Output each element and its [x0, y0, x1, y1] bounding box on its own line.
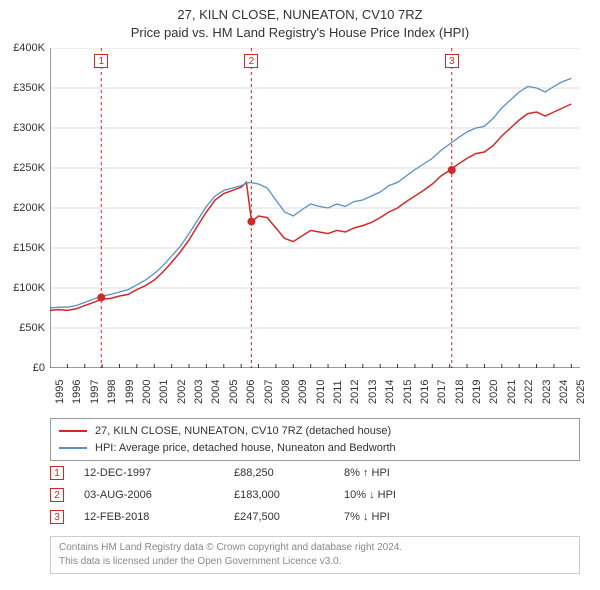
x-tick-label: 2018	[454, 380, 466, 404]
sales-row: 3 12-FEB-2018£247,5007% ↓ HPI	[50, 506, 580, 528]
sales-price: £88,250	[234, 467, 344, 479]
chart-marker-1: 1	[94, 54, 108, 68]
y-tick-label: £350K	[13, 82, 45, 94]
y-tick-label: £100K	[13, 282, 45, 294]
sales-pct: 10% ↓ HPI	[344, 489, 474, 501]
y-tick-label: £300K	[13, 122, 45, 134]
legend-row: 27, KILN CLOSE, NUNEATON, CV10 7RZ (deta…	[59, 423, 571, 440]
x-tick-label: 2011	[332, 380, 344, 404]
x-tick-label: 2016	[419, 380, 431, 404]
x-tick-label: 2009	[297, 380, 309, 404]
x-tick-label: 2015	[402, 380, 414, 404]
titles: 27, KILN CLOSE, NUNEATON, CV10 7RZ Price…	[0, 0, 600, 42]
footer-line-1: Contains HM Land Registry data © Crown c…	[59, 541, 571, 555]
x-tick-label: 2024	[558, 380, 570, 404]
chart-marker-2: 2	[244, 54, 258, 68]
y-tick-label: £200K	[13, 202, 45, 214]
x-tick-label: 2003	[193, 380, 205, 404]
x-tick-label: 2000	[141, 380, 153, 404]
sales-price: £247,500	[234, 511, 344, 523]
x-tick-label: 2022	[523, 380, 535, 404]
x-tick-label: 2008	[280, 380, 292, 404]
x-tick-label: 2020	[488, 380, 500, 404]
chart-svg	[50, 48, 580, 368]
x-axis-labels: 1995 1996 1997 1998 1999 2000 2001 2002 2003 2004…	[50, 370, 580, 410]
sales-date: 12-DEC-1997	[84, 467, 234, 479]
x-tick-label: 2012	[349, 380, 361, 404]
sales-pct: 8% ↑ HPI	[344, 467, 474, 479]
legend-label: 27, KILN CLOSE, NUNEATON, CV10 7RZ (deta…	[95, 423, 391, 440]
legend-swatch	[59, 447, 87, 449]
sales-date: 12-FEB-2018	[84, 511, 234, 523]
x-tick-label: 2013	[367, 380, 379, 404]
sales-date: 03-AUG-2006	[84, 489, 234, 501]
chart-marker-3: 3	[445, 54, 459, 68]
sales-marker: 1	[50, 466, 64, 480]
x-tick-label: 1995	[54, 380, 66, 404]
y-tick-label: £50K	[19, 322, 45, 334]
sales-row: 1 12-DEC-1997£88,2508% ↑ HPI	[50, 462, 580, 484]
x-tick-label: 2005	[228, 380, 240, 404]
sales-marker: 2	[50, 488, 64, 502]
chart-area	[50, 48, 580, 368]
x-tick-label: 2004	[210, 380, 222, 404]
legend-swatch	[59, 430, 87, 432]
sales-row: 2 03-AUG-2006£183,00010% ↓ HPI	[50, 484, 580, 506]
x-tick-label: 2010	[315, 380, 327, 404]
x-tick-label: 1998	[106, 380, 118, 404]
x-tick-label: 2017	[436, 380, 448, 404]
y-tick-label: £150K	[13, 242, 45, 254]
sales-marker: 3	[50, 510, 64, 524]
x-tick-label: 2007	[263, 380, 275, 404]
title-subtitle: Price paid vs. HM Land Registry's House …	[0, 24, 600, 42]
x-tick-label: 2002	[176, 380, 188, 404]
legend: 27, KILN CLOSE, NUNEATON, CV10 7RZ (deta…	[50, 418, 580, 461]
x-tick-label: 2001	[158, 380, 170, 404]
y-tick-label: £0	[33, 362, 45, 374]
y-tick-label: £400K	[13, 42, 45, 54]
footer: Contains HM Land Registry data © Crown c…	[50, 536, 580, 574]
x-tick-label: 2021	[506, 380, 518, 404]
sales-pct: 7% ↓ HPI	[344, 511, 474, 523]
sales-price: £183,000	[234, 489, 344, 501]
title-address: 27, KILN CLOSE, NUNEATON, CV10 7RZ	[0, 6, 600, 24]
y-tick-label: £250K	[13, 162, 45, 174]
legend-label: HPI: Average price, detached house, Nune…	[95, 440, 396, 457]
x-tick-label: 1997	[89, 380, 101, 404]
x-tick-label: 2014	[384, 380, 396, 404]
x-tick-label: 1999	[124, 380, 136, 404]
footer-line-2: This data is licensed under the Open Gov…	[59, 555, 571, 569]
sales-table: 1 12-DEC-1997£88,2508% ↑ HPI 2 03-AUG-2006£…	[50, 462, 580, 528]
x-tick-label: 2025	[575, 380, 587, 404]
x-tick-label: 2023	[541, 380, 553, 404]
x-tick-label: 1996	[71, 380, 83, 404]
legend-row: HPI: Average price, detached house, Nune…	[59, 440, 571, 457]
x-tick-label: 2019	[471, 380, 483, 404]
x-tick-label: 2006	[245, 380, 257, 404]
chart-container: 27, KILN CLOSE, NUNEATON, CV10 7RZ Price…	[0, 0, 600, 590]
